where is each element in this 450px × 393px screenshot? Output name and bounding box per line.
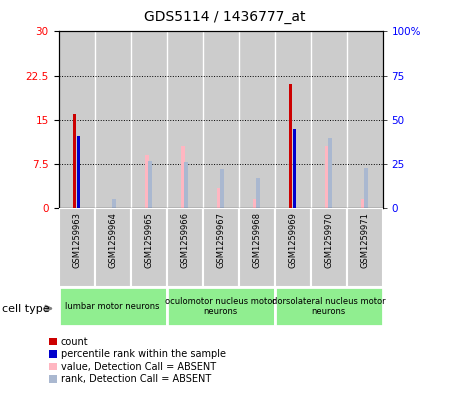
Bar [202,31,238,208]
FancyBboxPatch shape [274,208,310,287]
Text: cell type: cell type [2,303,50,314]
Bar [289,84,292,208]
Legend: count, percentile rank within the sample, value, Detection Call = ABSENT, rank, : count, percentile rank within the sample… [45,333,230,388]
Bar [144,155,149,208]
Bar [94,31,130,208]
Bar [328,138,333,208]
Text: GSM1259969: GSM1259969 [288,212,297,268]
FancyBboxPatch shape [310,208,346,287]
Bar [364,167,369,208]
Text: dorsolateral nucleus motor
neurons: dorsolateral nucleus motor neurons [272,297,385,316]
Bar [324,147,329,208]
FancyBboxPatch shape [166,208,202,287]
Text: GSM1259971: GSM1259971 [360,212,369,268]
Bar [256,178,261,208]
FancyBboxPatch shape [58,208,94,287]
Bar [73,114,76,208]
FancyBboxPatch shape [130,208,166,287]
Bar [360,200,365,208]
Text: GSM1259966: GSM1259966 [180,212,189,268]
Text: GSM1259968: GSM1259968 [252,212,261,268]
Bar [130,31,166,208]
Bar [216,188,221,208]
Text: GSM1259964: GSM1259964 [108,212,117,268]
FancyBboxPatch shape [202,208,238,287]
FancyBboxPatch shape [166,287,274,326]
Bar [238,31,274,208]
Bar [180,147,185,208]
Bar [77,136,80,208]
Bar [310,31,346,208]
Text: lumbar motor neurons: lumbar motor neurons [65,302,160,311]
FancyBboxPatch shape [238,208,274,287]
FancyBboxPatch shape [274,287,382,326]
Bar [148,160,153,208]
Bar [274,31,310,208]
FancyBboxPatch shape [94,208,130,287]
Bar [112,200,117,208]
Bar [293,129,296,208]
FancyBboxPatch shape [346,208,382,287]
Bar [346,31,382,208]
FancyBboxPatch shape [58,287,166,326]
Text: oculomotor nucleus motor
neurons: oculomotor nucleus motor neurons [165,297,276,316]
Text: GSM1259970: GSM1259970 [324,212,333,268]
Text: GSM1259967: GSM1259967 [216,212,225,268]
Bar [184,162,189,208]
Text: GSM1259965: GSM1259965 [144,212,153,268]
Text: GSM1259963: GSM1259963 [72,212,81,268]
Bar [166,31,202,208]
Bar [220,169,225,208]
Bar [252,200,257,208]
Text: GDS5114 / 1436777_at: GDS5114 / 1436777_at [144,10,306,24]
Bar [58,31,94,208]
